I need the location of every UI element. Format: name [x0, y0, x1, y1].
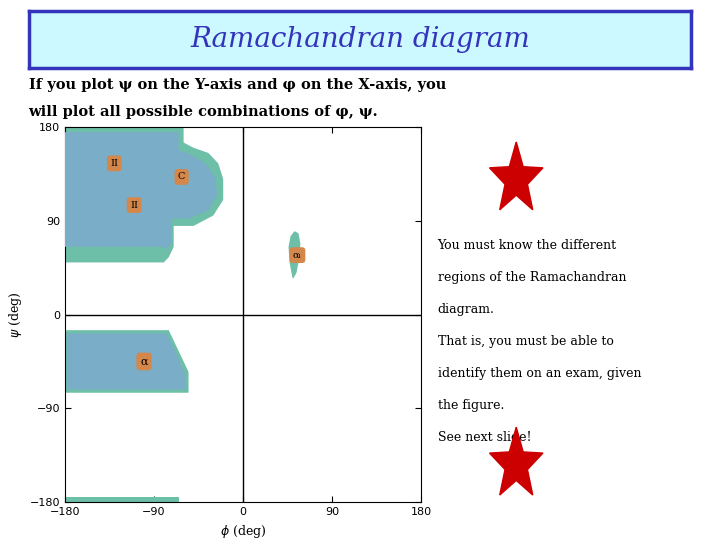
Text: C: C — [178, 172, 185, 181]
Polygon shape — [65, 330, 189, 393]
Text: II: II — [110, 159, 118, 168]
Polygon shape — [67, 333, 186, 390]
Text: α: α — [140, 356, 148, 367]
Text: You must know the different: You must know the different — [438, 240, 617, 253]
Text: See next slide!: See next slide! — [438, 431, 531, 444]
Polygon shape — [65, 132, 217, 250]
Text: the figure.: the figure. — [438, 399, 504, 412]
Text: diagram.: diagram. — [438, 303, 495, 316]
Text: That is, you must be able to: That is, you must be able to — [438, 335, 613, 348]
Polygon shape — [289, 231, 300, 278]
X-axis label: $\phi$ (deg): $\phi$ (deg) — [220, 523, 266, 539]
Polygon shape — [65, 127, 223, 262]
Polygon shape — [65, 497, 179, 502]
Text: identify them on an exam, given: identify them on an exam, given — [438, 367, 641, 380]
Text: Ramachandran diagram: Ramachandran diagram — [190, 25, 530, 52]
Text: αₗ: αₗ — [293, 251, 302, 260]
Text: will plot all possible combinations of φ, ψ.: will plot all possible combinations of φ… — [29, 105, 378, 119]
Text: II: II — [130, 200, 138, 210]
Y-axis label: $\psi$ (deg): $\psi$ (deg) — [7, 292, 24, 338]
Text: If you plot ψ on the Y-axis and φ on the X-axis, you: If you plot ψ on the Y-axis and φ on the… — [29, 78, 446, 92]
Polygon shape — [490, 427, 543, 495]
Polygon shape — [490, 142, 543, 210]
Text: regions of the Ramachandran: regions of the Ramachandran — [438, 272, 626, 285]
